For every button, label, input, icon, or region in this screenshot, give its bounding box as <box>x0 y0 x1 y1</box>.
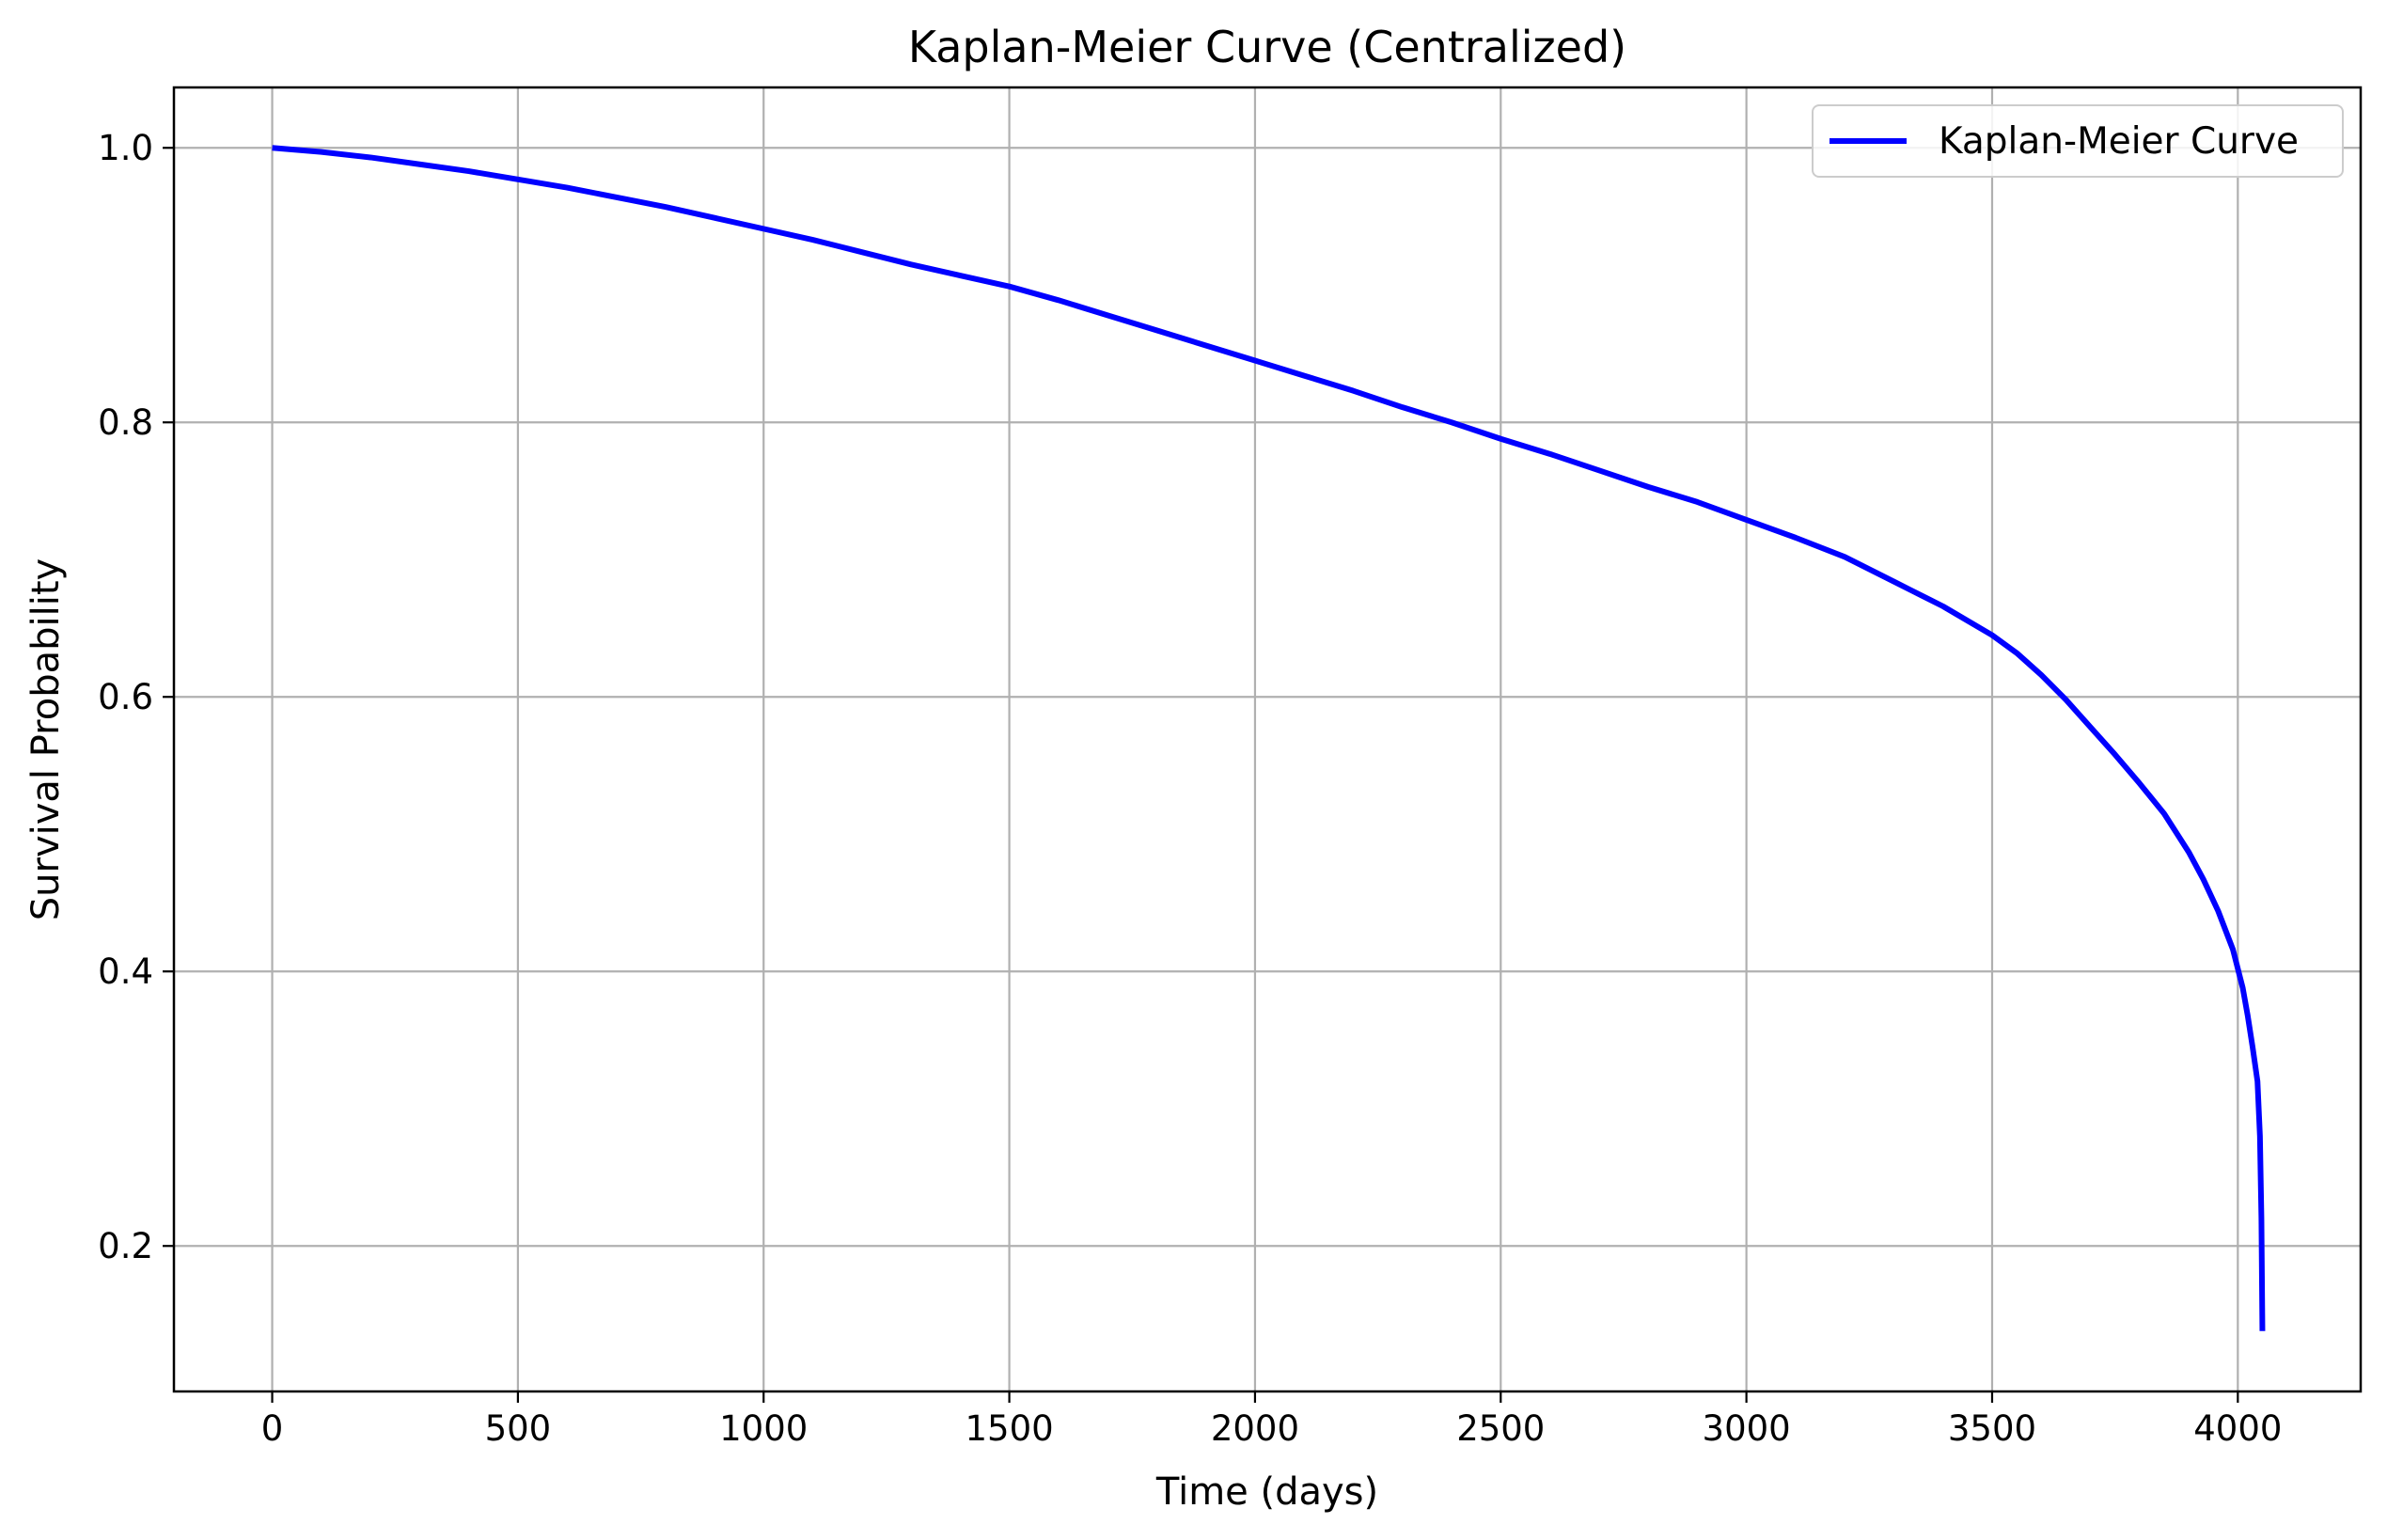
x-tick-label: 3000 <box>1703 1408 1791 1449</box>
x-tick-label: 2500 <box>1456 1408 1545 1449</box>
y-axis-label: Survival Probability <box>24 558 68 920</box>
y-tick-label: 1.0 <box>98 128 153 168</box>
x-tick-label: 2000 <box>1211 1408 1299 1449</box>
y-tick-label: 0.6 <box>98 677 153 717</box>
x-axis-label: Time (days) <box>1155 1470 1378 1514</box>
chart-title: Kaplan-Meier Curve (Centralized) <box>908 22 1626 72</box>
legend-entry-label: Kaplan-Meier Curve <box>1939 120 2299 163</box>
x-tick-label: 1000 <box>719 1408 808 1449</box>
legend-box <box>1812 104 2344 178</box>
x-tick-label: 1500 <box>965 1408 1053 1449</box>
x-tick-label: 3500 <box>1948 1408 2036 1449</box>
series-line-km <box>272 145 2266 1331</box>
y-tick-label: 0.8 <box>98 402 153 443</box>
x-tick-label: 0 <box>261 1408 284 1449</box>
y-tick-label: 0.4 <box>98 951 153 992</box>
x-tick-label: 500 <box>485 1408 552 1449</box>
legend: Kaplan-Meier Curve <box>1812 104 2344 178</box>
x-tick-label: 4000 <box>2193 1408 2282 1449</box>
axes-frame <box>172 86 2363 1393</box>
series-layer <box>272 145 2266 1331</box>
y-tick-label: 0.2 <box>98 1226 153 1266</box>
ticks: 0 500 1000 1500 2000 2500 3000 3500 4000 0.2 0.4 0.… <box>98 128 2282 1449</box>
